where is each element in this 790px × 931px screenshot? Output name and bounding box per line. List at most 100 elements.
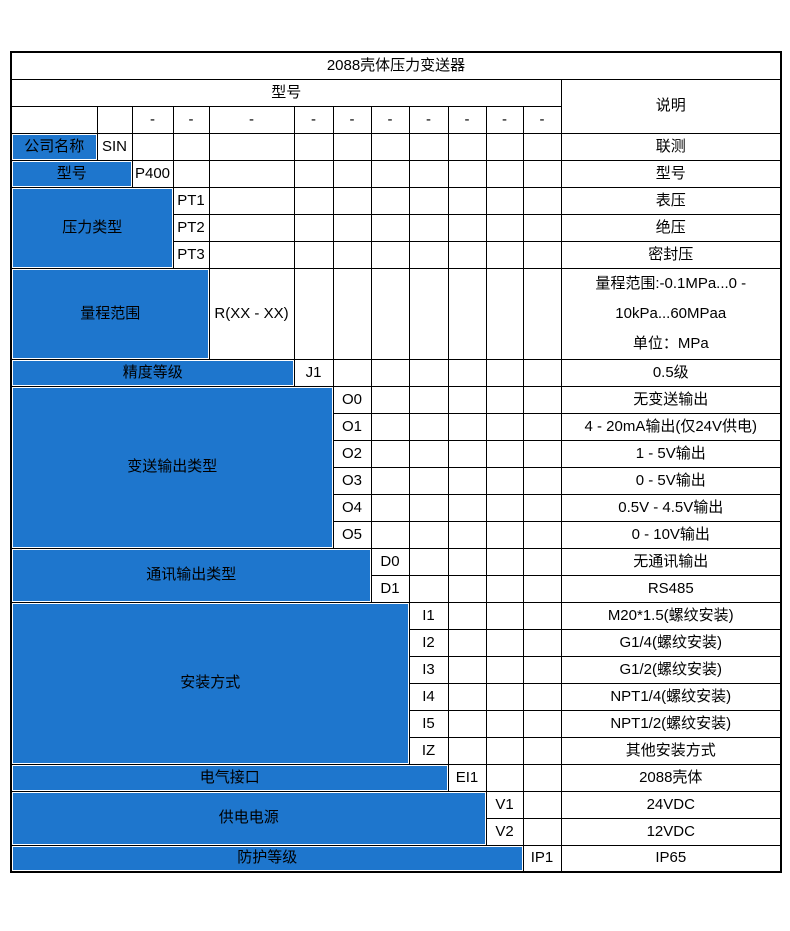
empty-cell bbox=[447, 240, 487, 269]
description-cell: 0 - 5V输出 bbox=[560, 466, 782, 495]
description-cell: 密封压 bbox=[560, 240, 782, 269]
empty-cell bbox=[332, 213, 372, 242]
section-label: 安装方式 bbox=[10, 601, 410, 765]
empty-cell bbox=[332, 240, 372, 269]
empty-cell bbox=[208, 132, 295, 161]
model-code-cell: O1 bbox=[332, 412, 372, 441]
description-cell: 0 - 10V输出 bbox=[560, 520, 782, 549]
description-cell: 表压 bbox=[560, 186, 782, 215]
empty-cell bbox=[485, 186, 524, 215]
empty-cell bbox=[522, 358, 562, 387]
model-code-cell: P400 bbox=[131, 159, 174, 188]
empty-cell bbox=[485, 213, 524, 242]
description-cell: NPT1/2(螺纹安装) bbox=[560, 709, 782, 738]
empty-cell bbox=[485, 358, 524, 387]
section-label: 量程范围 bbox=[10, 267, 210, 360]
empty-cell bbox=[447, 159, 487, 188]
empty-cell bbox=[522, 385, 562, 414]
table-row: O5 0 - 10V输出 bbox=[11, 520, 782, 549]
empty-cell bbox=[370, 358, 410, 387]
empty-cell bbox=[370, 267, 410, 360]
section-label: 供电电源 bbox=[10, 790, 487, 846]
empty-cell bbox=[522, 267, 562, 360]
model-code-cell: D0 bbox=[370, 547, 410, 576]
empty-cell bbox=[408, 213, 449, 242]
empty-cell bbox=[485, 763, 524, 792]
dash-cell: - bbox=[485, 105, 524, 134]
empty-cell bbox=[408, 574, 449, 603]
empty-cell bbox=[447, 520, 487, 549]
model-code-cell: J1 bbox=[293, 358, 334, 387]
empty-cell bbox=[522, 628, 562, 657]
model-code-cell: PT2 bbox=[172, 213, 210, 242]
model-code-cell: I5 bbox=[408, 709, 449, 738]
empty-cell bbox=[370, 213, 410, 242]
empty-cell bbox=[293, 186, 334, 215]
table-row: O1 4 - 20mA输出(仅24V供电) bbox=[11, 412, 782, 441]
empty-cell bbox=[485, 439, 524, 468]
empty-cell bbox=[293, 240, 334, 269]
empty-cell bbox=[332, 267, 372, 360]
dash-cell: - bbox=[172, 105, 210, 134]
model-code-cell: O2 bbox=[332, 439, 372, 468]
empty-cell bbox=[408, 186, 449, 215]
empty-cell bbox=[522, 240, 562, 269]
description-cell: G1/2(螺纹安装) bbox=[560, 655, 782, 684]
empty-cell bbox=[522, 817, 562, 846]
empty-cell bbox=[485, 655, 524, 684]
empty-cell bbox=[370, 385, 410, 414]
table-title: 2088壳体压力变送器 bbox=[10, 51, 782, 80]
table-row: 变送输出类型 O0 无变送输出 bbox=[10, 385, 782, 549]
empty-cell bbox=[447, 358, 487, 387]
model-code-cell: V2 bbox=[485, 817, 524, 846]
empty-cell bbox=[447, 574, 487, 603]
empty-cell bbox=[370, 439, 410, 468]
model-code-cell: I2 bbox=[408, 628, 449, 657]
empty-cell bbox=[522, 574, 562, 603]
empty-cell bbox=[485, 574, 524, 603]
table-row: IZ 其他安装方式 bbox=[11, 736, 782, 765]
model-code-cell: R(XX - XX) bbox=[208, 267, 295, 360]
table-row: 型号 P400 型号 bbox=[10, 159, 782, 188]
section-label: 公司名称 bbox=[10, 132, 98, 161]
table-row: 防护等级 IP1 IP65 bbox=[10, 844, 782, 873]
empty-cell bbox=[408, 385, 449, 414]
model-code-cell: I4 bbox=[408, 682, 449, 711]
empty-cell bbox=[293, 213, 334, 242]
empty-cell bbox=[485, 547, 524, 576]
empty-cell bbox=[172, 132, 210, 161]
model-code-cell: O0 bbox=[332, 385, 372, 414]
model-code-cell: IP1 bbox=[522, 844, 562, 873]
description-cell: 2088壳体 bbox=[560, 763, 782, 792]
description-cell: RS485 bbox=[560, 574, 782, 603]
empty-cell bbox=[447, 493, 487, 522]
description-cell: IP65 bbox=[560, 844, 782, 873]
empty-cell bbox=[370, 412, 410, 441]
section-label: 电气接口 bbox=[10, 763, 449, 792]
empty-cell bbox=[332, 132, 372, 161]
dash-cell: - bbox=[131, 105, 174, 134]
empty-cell bbox=[522, 520, 562, 549]
empty-cell bbox=[485, 267, 524, 360]
empty-cell bbox=[447, 547, 487, 576]
empty-cell bbox=[447, 466, 487, 495]
table-row: PT2 绝压 bbox=[11, 213, 782, 242]
empty-cell bbox=[522, 763, 562, 792]
empty-cell bbox=[447, 601, 487, 630]
empty-cell bbox=[485, 466, 524, 495]
empty-cell bbox=[293, 159, 334, 188]
empty-cell bbox=[408, 240, 449, 269]
dash-cell: - bbox=[408, 105, 449, 134]
model-code-cell: O4 bbox=[332, 493, 372, 522]
empty-cell bbox=[522, 213, 562, 242]
model-code-cell: IZ bbox=[408, 736, 449, 765]
empty-cell bbox=[370, 493, 410, 522]
empty-cell bbox=[485, 385, 524, 414]
empty-cell bbox=[522, 466, 562, 495]
empty-cell bbox=[370, 466, 410, 495]
empty-cell bbox=[408, 412, 449, 441]
empty-cell bbox=[485, 736, 524, 765]
description-cell: 绝压 bbox=[560, 213, 782, 242]
empty-cell bbox=[522, 790, 562, 819]
description-cell: 无变送输出 bbox=[560, 385, 782, 414]
